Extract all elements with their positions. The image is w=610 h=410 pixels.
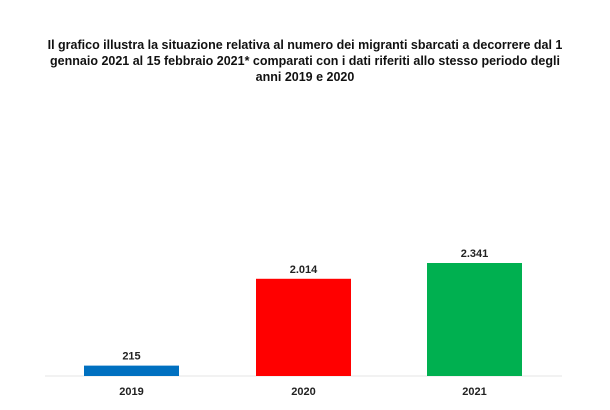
x-tick-label-2019: 2019 — [119, 386, 143, 398]
data-label-2021: 2.341 — [461, 248, 489, 260]
x-tick-label-2020: 2020 — [291, 386, 315, 398]
bar-2019 — [84, 365, 179, 376]
x-tick-label-2021: 2021 — [462, 386, 486, 398]
chart-title: Il grafico illustra la situazione relati… — [47, 38, 563, 84]
bar-2020 — [256, 278, 351, 376]
data-label-2019: 215 — [122, 351, 140, 363]
bar-2021 — [427, 263, 522, 376]
data-label-2020: 2.014 — [290, 264, 318, 276]
